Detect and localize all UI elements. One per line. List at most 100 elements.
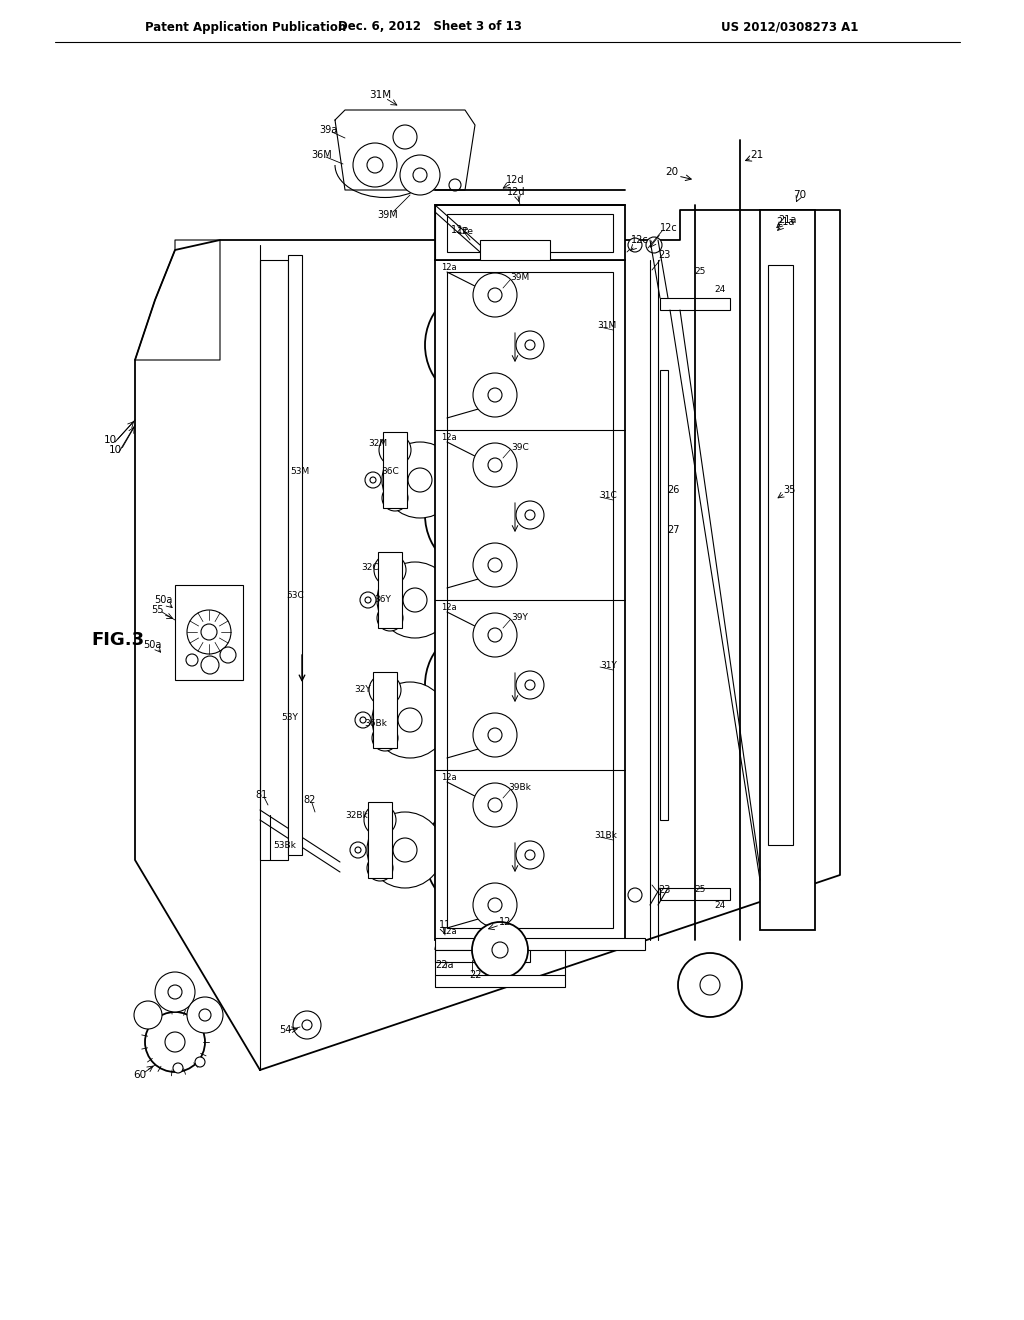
- Circle shape: [173, 1063, 183, 1073]
- Circle shape: [488, 898, 502, 912]
- Circle shape: [389, 444, 401, 455]
- Circle shape: [473, 374, 517, 417]
- Circle shape: [646, 238, 662, 253]
- Bar: [383, 432, 407, 508]
- Text: 36M: 36M: [311, 150, 333, 160]
- Text: 32C: 32C: [361, 562, 379, 572]
- Circle shape: [473, 783, 517, 828]
- Bar: [660, 298, 730, 310]
- Text: Patent Application Publication: Patent Application Publication: [145, 21, 346, 33]
- Text: 35: 35: [783, 484, 797, 495]
- Circle shape: [525, 341, 535, 350]
- Circle shape: [199, 1008, 211, 1020]
- Text: 27: 27: [667, 525, 680, 535]
- Text: 12a: 12a: [441, 603, 457, 612]
- Text: 12a: 12a: [441, 264, 457, 272]
- Text: 36Y: 36Y: [375, 595, 391, 605]
- Circle shape: [367, 157, 383, 173]
- Circle shape: [393, 838, 417, 862]
- Circle shape: [628, 238, 642, 252]
- Circle shape: [473, 713, 517, 756]
- Text: 50a: 50a: [154, 595, 172, 605]
- Circle shape: [168, 985, 182, 999]
- Circle shape: [145, 1012, 205, 1072]
- Circle shape: [355, 847, 361, 853]
- Text: 23: 23: [658, 884, 671, 895]
- Circle shape: [201, 624, 217, 640]
- Text: 81: 81: [256, 789, 268, 800]
- Circle shape: [187, 610, 231, 653]
- Circle shape: [195, 1057, 205, 1067]
- Circle shape: [384, 564, 396, 576]
- Bar: [435, 975, 565, 987]
- Text: 12c: 12c: [660, 223, 678, 234]
- Circle shape: [293, 1011, 321, 1039]
- Text: 12a: 12a: [441, 433, 457, 442]
- Text: 26: 26: [667, 484, 679, 495]
- Bar: [175, 585, 243, 680]
- Circle shape: [488, 458, 502, 473]
- Text: 22: 22: [469, 970, 481, 979]
- Bar: [435, 260, 625, 940]
- Text: 53Bk: 53Bk: [273, 841, 296, 850]
- Text: 31C: 31C: [599, 491, 617, 499]
- Text: 12d: 12d: [507, 187, 525, 197]
- Text: 12a: 12a: [441, 928, 457, 936]
- Text: 36C: 36C: [381, 467, 399, 477]
- Text: 39M: 39M: [378, 210, 398, 220]
- Text: 25: 25: [694, 268, 706, 276]
- Circle shape: [380, 733, 390, 743]
- Circle shape: [360, 591, 376, 609]
- Circle shape: [492, 942, 508, 958]
- Circle shape: [382, 484, 408, 511]
- Text: 10: 10: [109, 445, 122, 455]
- Text: 31M: 31M: [598, 321, 617, 330]
- Circle shape: [367, 855, 393, 880]
- Text: 31Y: 31Y: [600, 660, 617, 669]
- Circle shape: [488, 799, 502, 812]
- Text: US 2012/0308273 A1: US 2012/0308273 A1: [721, 21, 859, 33]
- Text: 55: 55: [151, 605, 163, 615]
- Circle shape: [413, 168, 427, 182]
- Circle shape: [372, 682, 449, 758]
- Text: FIG.3: FIG.3: [91, 631, 144, 649]
- Text: Dec. 6, 2012   Sheet 3 of 13: Dec. 6, 2012 Sheet 3 of 13: [338, 21, 522, 33]
- Text: 53M: 53M: [291, 467, 309, 477]
- Text: 24: 24: [715, 285, 726, 294]
- Circle shape: [516, 841, 544, 869]
- Text: 31Bk: 31Bk: [594, 830, 617, 840]
- Circle shape: [408, 469, 432, 492]
- Circle shape: [473, 612, 517, 657]
- Bar: [760, 210, 815, 931]
- Circle shape: [678, 953, 742, 1016]
- Circle shape: [350, 842, 366, 858]
- Circle shape: [364, 804, 396, 836]
- Circle shape: [385, 612, 395, 623]
- Circle shape: [398, 708, 422, 733]
- Circle shape: [525, 680, 535, 690]
- Circle shape: [365, 597, 371, 603]
- Text: 11: 11: [439, 920, 452, 931]
- Circle shape: [367, 812, 443, 888]
- Text: 54: 54: [279, 1026, 291, 1035]
- Bar: [768, 265, 793, 845]
- Circle shape: [516, 502, 544, 529]
- Circle shape: [488, 628, 502, 642]
- Text: 20: 20: [666, 168, 679, 177]
- Circle shape: [472, 921, 528, 978]
- Text: 21a: 21a: [776, 216, 795, 227]
- Text: 12c: 12c: [631, 235, 649, 246]
- Circle shape: [355, 711, 371, 729]
- Bar: [480, 240, 550, 260]
- Bar: [435, 939, 645, 950]
- Circle shape: [134, 1001, 162, 1030]
- Circle shape: [377, 605, 403, 631]
- Text: 53C: 53C: [286, 590, 304, 599]
- Circle shape: [400, 154, 440, 195]
- Circle shape: [516, 671, 544, 700]
- Text: 12a: 12a: [441, 774, 457, 783]
- Text: 12e: 12e: [451, 224, 469, 235]
- Circle shape: [390, 492, 400, 503]
- Circle shape: [374, 554, 406, 586]
- Circle shape: [393, 125, 417, 149]
